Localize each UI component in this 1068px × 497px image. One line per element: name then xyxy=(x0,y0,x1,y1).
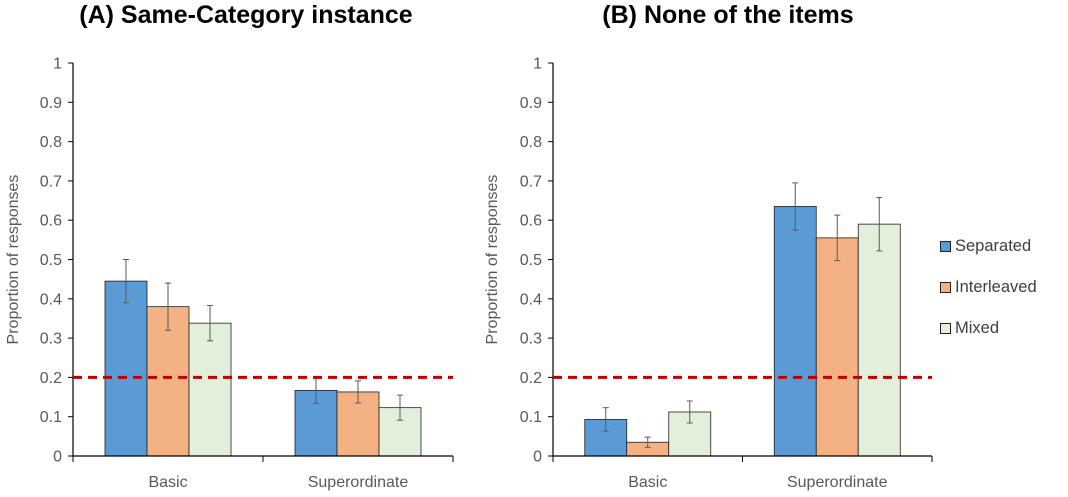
y-tick-label-b: 0.2 xyxy=(520,370,542,387)
y-tick-label-b: 0.4 xyxy=(520,291,542,308)
chart-title-b: (B) None of the items xyxy=(602,1,853,29)
legend: Separated Interleaved Mixed xyxy=(940,226,1037,349)
y-axis-label-b: Proportion of responses xyxy=(484,175,501,345)
y-tick-label-a: 1 xyxy=(53,56,62,73)
y-tick-label-a: 0.6 xyxy=(40,213,62,230)
chart-title-a: (A) Same-Category instance xyxy=(79,1,413,29)
y-tick-label-a: 0.8 xyxy=(40,134,62,151)
legend-item-interleaved: Interleaved xyxy=(940,267,1037,308)
bar-a-mixed-basic xyxy=(188,322,232,457)
y-axis-label-a: Proportion of responses xyxy=(5,175,22,345)
y-tick-label-b: 0.9 xyxy=(520,95,542,112)
y-tick-label-b: 0.8 xyxy=(520,134,542,151)
y-tick-label-a: 0.3 xyxy=(40,331,62,348)
x-tick-label-b: Superordinate xyxy=(787,474,888,491)
y-tick-label-b: 0.3 xyxy=(520,331,542,348)
y-tick-label-a: 0.1 xyxy=(40,409,62,426)
y-tick-label-a: 0 xyxy=(53,449,62,466)
legend-swatch-separated xyxy=(940,241,951,252)
y-tick-label-a: 0.7 xyxy=(40,173,62,190)
legend-label-mixed: Mixed xyxy=(955,319,1000,337)
legend-item-mixed: Mixed xyxy=(940,308,1037,349)
y-tick-label-a: 0.2 xyxy=(40,370,62,387)
y-tick-label-b: 0.7 xyxy=(520,173,542,190)
x-tick-label-a: Superordinate xyxy=(308,474,409,491)
y-tick-label-b: 0 xyxy=(533,449,542,466)
legend-swatch-interleaved xyxy=(940,282,951,293)
y-tick-label-a: 0.9 xyxy=(40,95,62,112)
x-tick-label-b: Basic xyxy=(628,474,667,491)
x-tick-label-a: Basic xyxy=(148,474,187,491)
y-tick-label-a: 0.5 xyxy=(40,252,62,269)
y-tick-label-b: 0.6 xyxy=(520,213,542,230)
y-tick-label-a: 0.4 xyxy=(40,291,62,308)
y-tick-label-b: 1 xyxy=(533,56,542,73)
legend-label-interleaved: Interleaved xyxy=(955,278,1037,296)
legend-label-separated: Separated xyxy=(955,237,1032,255)
legend-item-separated: Separated xyxy=(940,226,1037,267)
bar-b-interleaved-superordinate xyxy=(815,237,859,457)
bar-b-separated-superordinate xyxy=(773,206,817,457)
bar-a-separated-basic xyxy=(104,280,148,457)
bar-b-mixed-superordinate xyxy=(857,223,901,457)
legend-swatch-mixed xyxy=(940,323,951,334)
y-tick-label-b: 0.5 xyxy=(520,252,542,269)
y-tick-label-b: 0.1 xyxy=(520,409,542,426)
